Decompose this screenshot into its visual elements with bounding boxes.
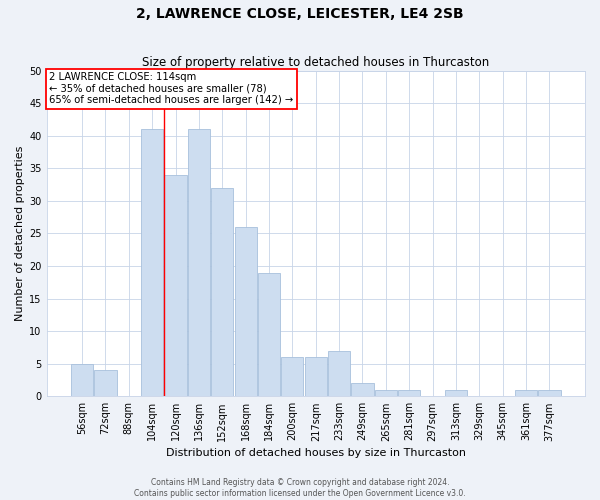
Bar [211,188,233,396]
Bar [281,357,304,397]
Bar [375,390,397,396]
Y-axis label: Number of detached properties: Number of detached properties [15,146,25,321]
Bar [235,227,257,396]
Bar [94,370,116,396]
Text: 2 LAWRENCE CLOSE: 114sqm
← 35% of detached houses are smaller (78)
65% of semi-d: 2 LAWRENCE CLOSE: 114sqm ← 35% of detach… [49,72,293,106]
Bar [164,175,187,396]
Bar [515,390,537,396]
Bar [538,390,560,396]
Bar [141,130,163,396]
Bar [188,130,210,396]
Title: Size of property relative to detached houses in Thurcaston: Size of property relative to detached ho… [142,56,490,70]
Bar [445,390,467,396]
Bar [305,357,327,397]
Bar [328,350,350,397]
Bar [352,384,374,396]
X-axis label: Distribution of detached houses by size in Thurcaston: Distribution of detached houses by size … [166,448,466,458]
Text: 2, LAWRENCE CLOSE, LEICESTER, LE4 2SB: 2, LAWRENCE CLOSE, LEICESTER, LE4 2SB [136,8,464,22]
Text: Contains HM Land Registry data © Crown copyright and database right 2024.
Contai: Contains HM Land Registry data © Crown c… [134,478,466,498]
Bar [398,390,421,396]
Bar [258,272,280,396]
Bar [71,364,93,396]
